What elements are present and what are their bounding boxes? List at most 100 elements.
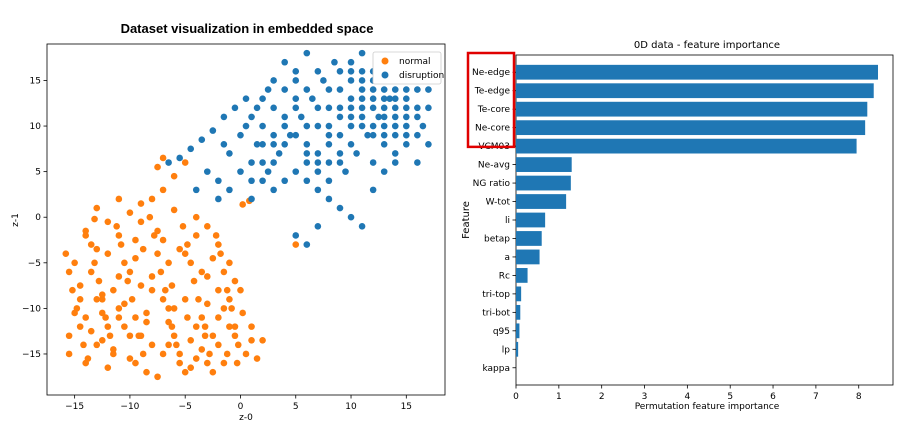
point-normal	[231, 332, 239, 340]
point-normal	[170, 172, 178, 180]
point-disruption	[314, 104, 322, 112]
point-disruption	[226, 150, 233, 157]
point-normal	[259, 336, 266, 344]
point-disruption	[264, 86, 272, 93]
point-disruption	[325, 195, 333, 203]
point-disruption	[336, 159, 344, 166]
point-disruption	[325, 86, 333, 93]
point-normal	[93, 341, 101, 349]
point-normal	[292, 241, 300, 248]
point-normal	[110, 286, 117, 294]
bar-a	[516, 249, 540, 265]
point-normal	[93, 204, 101, 212]
point-disruption	[215, 177, 222, 185]
point-disruption	[275, 150, 283, 157]
point-disruption	[364, 131, 371, 139]
point-disruption	[270, 186, 277, 194]
point-normal	[198, 268, 206, 276]
point-normal	[115, 232, 123, 239]
bar-title: 0D data - feature importance	[634, 40, 780, 51]
point-normal	[226, 259, 233, 267]
x-tick-label: 15	[401, 402, 412, 412]
y-tick-label: 10	[30, 122, 42, 132]
point-disruption	[375, 113, 382, 121]
point-disruption	[419, 122, 427, 130]
point-disruption	[198, 136, 206, 144]
bar-chart: 0D data - feature importance Ne-edge Te-e…	[461, 40, 894, 412]
point-normal	[132, 359, 139, 367]
point-disruption	[391, 131, 399, 139]
point-normal	[204, 359, 211, 367]
point-disruption	[369, 86, 377, 93]
point-disruption	[309, 95, 316, 103]
point-disruption	[325, 140, 333, 148]
point-disruption	[403, 95, 410, 103]
point-normal	[239, 309, 246, 317]
point-normal	[165, 305, 172, 312]
point-disruption	[369, 131, 377, 139]
point-disruption	[192, 186, 200, 194]
point-disruption	[347, 77, 355, 84]
category-label: li	[505, 216, 510, 226]
point-disruption	[303, 241, 311, 248]
point-disruption	[347, 68, 355, 75]
point-disruption	[380, 131, 388, 139]
point-disruption	[281, 140, 288, 148]
point-disruption	[220, 140, 228, 148]
point-normal	[181, 295, 189, 303]
point-disruption	[414, 113, 421, 121]
point-normal	[233, 359, 241, 367]
point-disruption	[253, 140, 261, 148]
category-label: Te-core	[477, 105, 511, 115]
point-normal	[159, 186, 167, 194]
bar-tri-bot	[516, 304, 521, 320]
x-tick-label: 5	[727, 392, 733, 402]
point-normal	[115, 305, 123, 312]
bar-Te-edge	[516, 83, 874, 99]
point-disruption	[342, 168, 349, 175]
point-disruption	[358, 95, 366, 103]
bar-y-label: Feature	[461, 201, 472, 239]
x-tick-label: 2	[599, 392, 605, 402]
point-normal	[215, 286, 222, 294]
point-normal	[82, 359, 89, 367]
point-disruption	[292, 68, 300, 75]
scatter-points	[62, 49, 432, 381]
point-normal	[148, 195, 156, 203]
point-disruption	[231, 104, 239, 112]
point-disruption	[391, 150, 399, 157]
point-disruption	[358, 86, 366, 93]
point-disruption	[325, 177, 333, 185]
point-disruption	[336, 204, 344, 212]
point-disruption	[303, 49, 311, 57]
point-normal	[132, 314, 139, 321]
point-normal	[65, 350, 73, 358]
point-disruption	[259, 95, 266, 103]
point-normal	[69, 286, 76, 294]
x-tick-label: 4	[684, 392, 690, 402]
point-normal	[220, 359, 228, 367]
point-disruption	[215, 195, 222, 203]
bar-NG ratio	[516, 175, 571, 191]
point-disruption	[286, 131, 294, 139]
point-normal	[121, 300, 128, 308]
point-normal	[192, 213, 200, 221]
point-normal	[168, 323, 176, 330]
point-normal	[143, 309, 150, 317]
y-tick-label: 5	[35, 168, 41, 178]
point-disruption	[380, 95, 388, 103]
point-normal	[124, 277, 132, 285]
point-normal	[173, 341, 180, 349]
point-disruption	[347, 213, 355, 221]
point-disruption	[325, 131, 333, 139]
point-normal	[181, 250, 189, 257]
point-normal	[132, 254, 139, 262]
point-disruption	[347, 58, 355, 66]
scatter-x-ticks: −15 −10 −5 0 5 10 15	[65, 395, 412, 412]
point-normal	[215, 341, 222, 349]
x-tick-label: 5	[293, 402, 299, 412]
point-normal	[148, 273, 156, 280]
point-disruption	[253, 104, 261, 112]
point-disruption	[303, 150, 311, 157]
point-normal	[181, 159, 189, 166]
